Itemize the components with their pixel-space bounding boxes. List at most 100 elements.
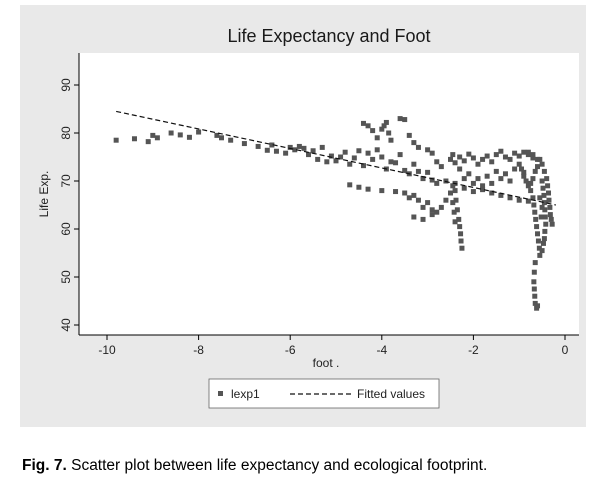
y-tick-label: 60: [59, 222, 73, 236]
data-point: [443, 197, 449, 203]
data-point: [461, 176, 467, 182]
data-point: [386, 130, 392, 136]
data-point: [402, 167, 408, 173]
data-point: [429, 212, 435, 218]
data-point: [535, 164, 541, 170]
data-point: [415, 197, 421, 203]
data-point: [273, 148, 279, 154]
data-point: [457, 166, 463, 172]
data-point: [461, 158, 467, 164]
data-point: [536, 245, 542, 251]
data-point: [241, 141, 247, 147]
data-point: [365, 123, 371, 129]
data-point: [528, 180, 534, 186]
data-point: [269, 142, 275, 148]
data-point: [452, 160, 458, 166]
data-point: [537, 195, 543, 201]
data-point: [360, 120, 366, 126]
data-point: [532, 293, 538, 299]
chart-title: Life Expectancy and Foot: [227, 26, 430, 46]
data-point: [489, 180, 495, 186]
data-point: [545, 183, 551, 189]
data-point: [475, 161, 481, 167]
data-point: [507, 195, 513, 201]
data-point: [448, 156, 453, 162]
data-point: [530, 152, 536, 158]
data-point: [411, 214, 417, 220]
data-point: [420, 204, 426, 210]
data-point: [541, 236, 547, 242]
data-point: [512, 150, 518, 156]
data-point: [475, 176, 481, 182]
data-point: [434, 209, 440, 215]
data-point: [457, 154, 463, 160]
data-point: [516, 153, 522, 159]
data-point: [512, 166, 518, 172]
data-point: [502, 154, 508, 160]
data-point: [535, 238, 541, 244]
data-point: [452, 188, 458, 194]
x-axis-label: foot .: [313, 356, 340, 370]
data-point: [381, 123, 387, 129]
data-point: [429, 150, 435, 156]
data-point: [420, 176, 426, 182]
data-point: [425, 200, 431, 206]
data-point: [549, 221, 555, 227]
data-point: [438, 164, 444, 170]
data-point: [456, 216, 462, 222]
data-point: [379, 154, 385, 160]
data-point: [484, 153, 490, 159]
y-tick-label: 80: [59, 126, 73, 140]
data-point: [530, 176, 536, 182]
y-axis-label: Life Exp.: [37, 171, 51, 218]
data-point: [154, 135, 160, 141]
data-point: [168, 130, 174, 136]
data-point: [539, 248, 545, 254]
scatter-chart: Life Expectancy and Foot 40 50 60 70 80 90 -1…: [37, 26, 579, 409]
data-point: [523, 178, 529, 184]
data-point: [450, 200, 456, 206]
y-tick-label: 70: [59, 174, 73, 188]
data-point: [113, 137, 119, 143]
data-point: [531, 286, 537, 292]
y-axis: 40 50 60 70 80 90: [59, 53, 80, 335]
figure-caption: Fig. 7. Scatter plot between life expect…: [22, 457, 487, 475]
data-point: [542, 207, 548, 213]
data-point: [351, 155, 357, 161]
data-point: [498, 148, 504, 154]
y-tick-label: 90: [59, 78, 73, 92]
data-point: [434, 180, 440, 186]
data-point: [516, 197, 522, 203]
data-point: [546, 197, 552, 203]
data-point: [324, 159, 330, 165]
data-point: [525, 149, 531, 155]
data-point: [531, 279, 537, 285]
x-tick-label: -2: [468, 343, 479, 357]
scatter-points: [113, 116, 555, 311]
data-point: [521, 173, 527, 179]
data-point: [530, 155, 536, 161]
x-tick-label: -8: [193, 343, 204, 357]
data-point: [186, 134, 192, 140]
data-point: [429, 177, 435, 183]
data-point: [360, 163, 366, 169]
data-point: [458, 231, 464, 237]
fitted-line: [116, 110, 556, 206]
data-point: [370, 156, 376, 162]
data-point: [498, 176, 504, 182]
data-point: [228, 137, 234, 143]
data-point: [306, 152, 312, 158]
data-point: [145, 139, 151, 145]
legend-label-fitted: Fitted values: [357, 387, 425, 401]
legend-box: [208, 378, 440, 409]
data-point: [470, 155, 476, 161]
data-point: [365, 186, 371, 192]
data-point: [548, 216, 554, 222]
data-point: [374, 147, 380, 153]
x-axis: -10 -8 -6 -4 -2 0: [79, 334, 579, 357]
data-point: [451, 209, 457, 215]
data-point: [489, 190, 495, 196]
data-point: [434, 159, 440, 165]
data-point: [507, 178, 513, 184]
data-point: [379, 126, 385, 132]
